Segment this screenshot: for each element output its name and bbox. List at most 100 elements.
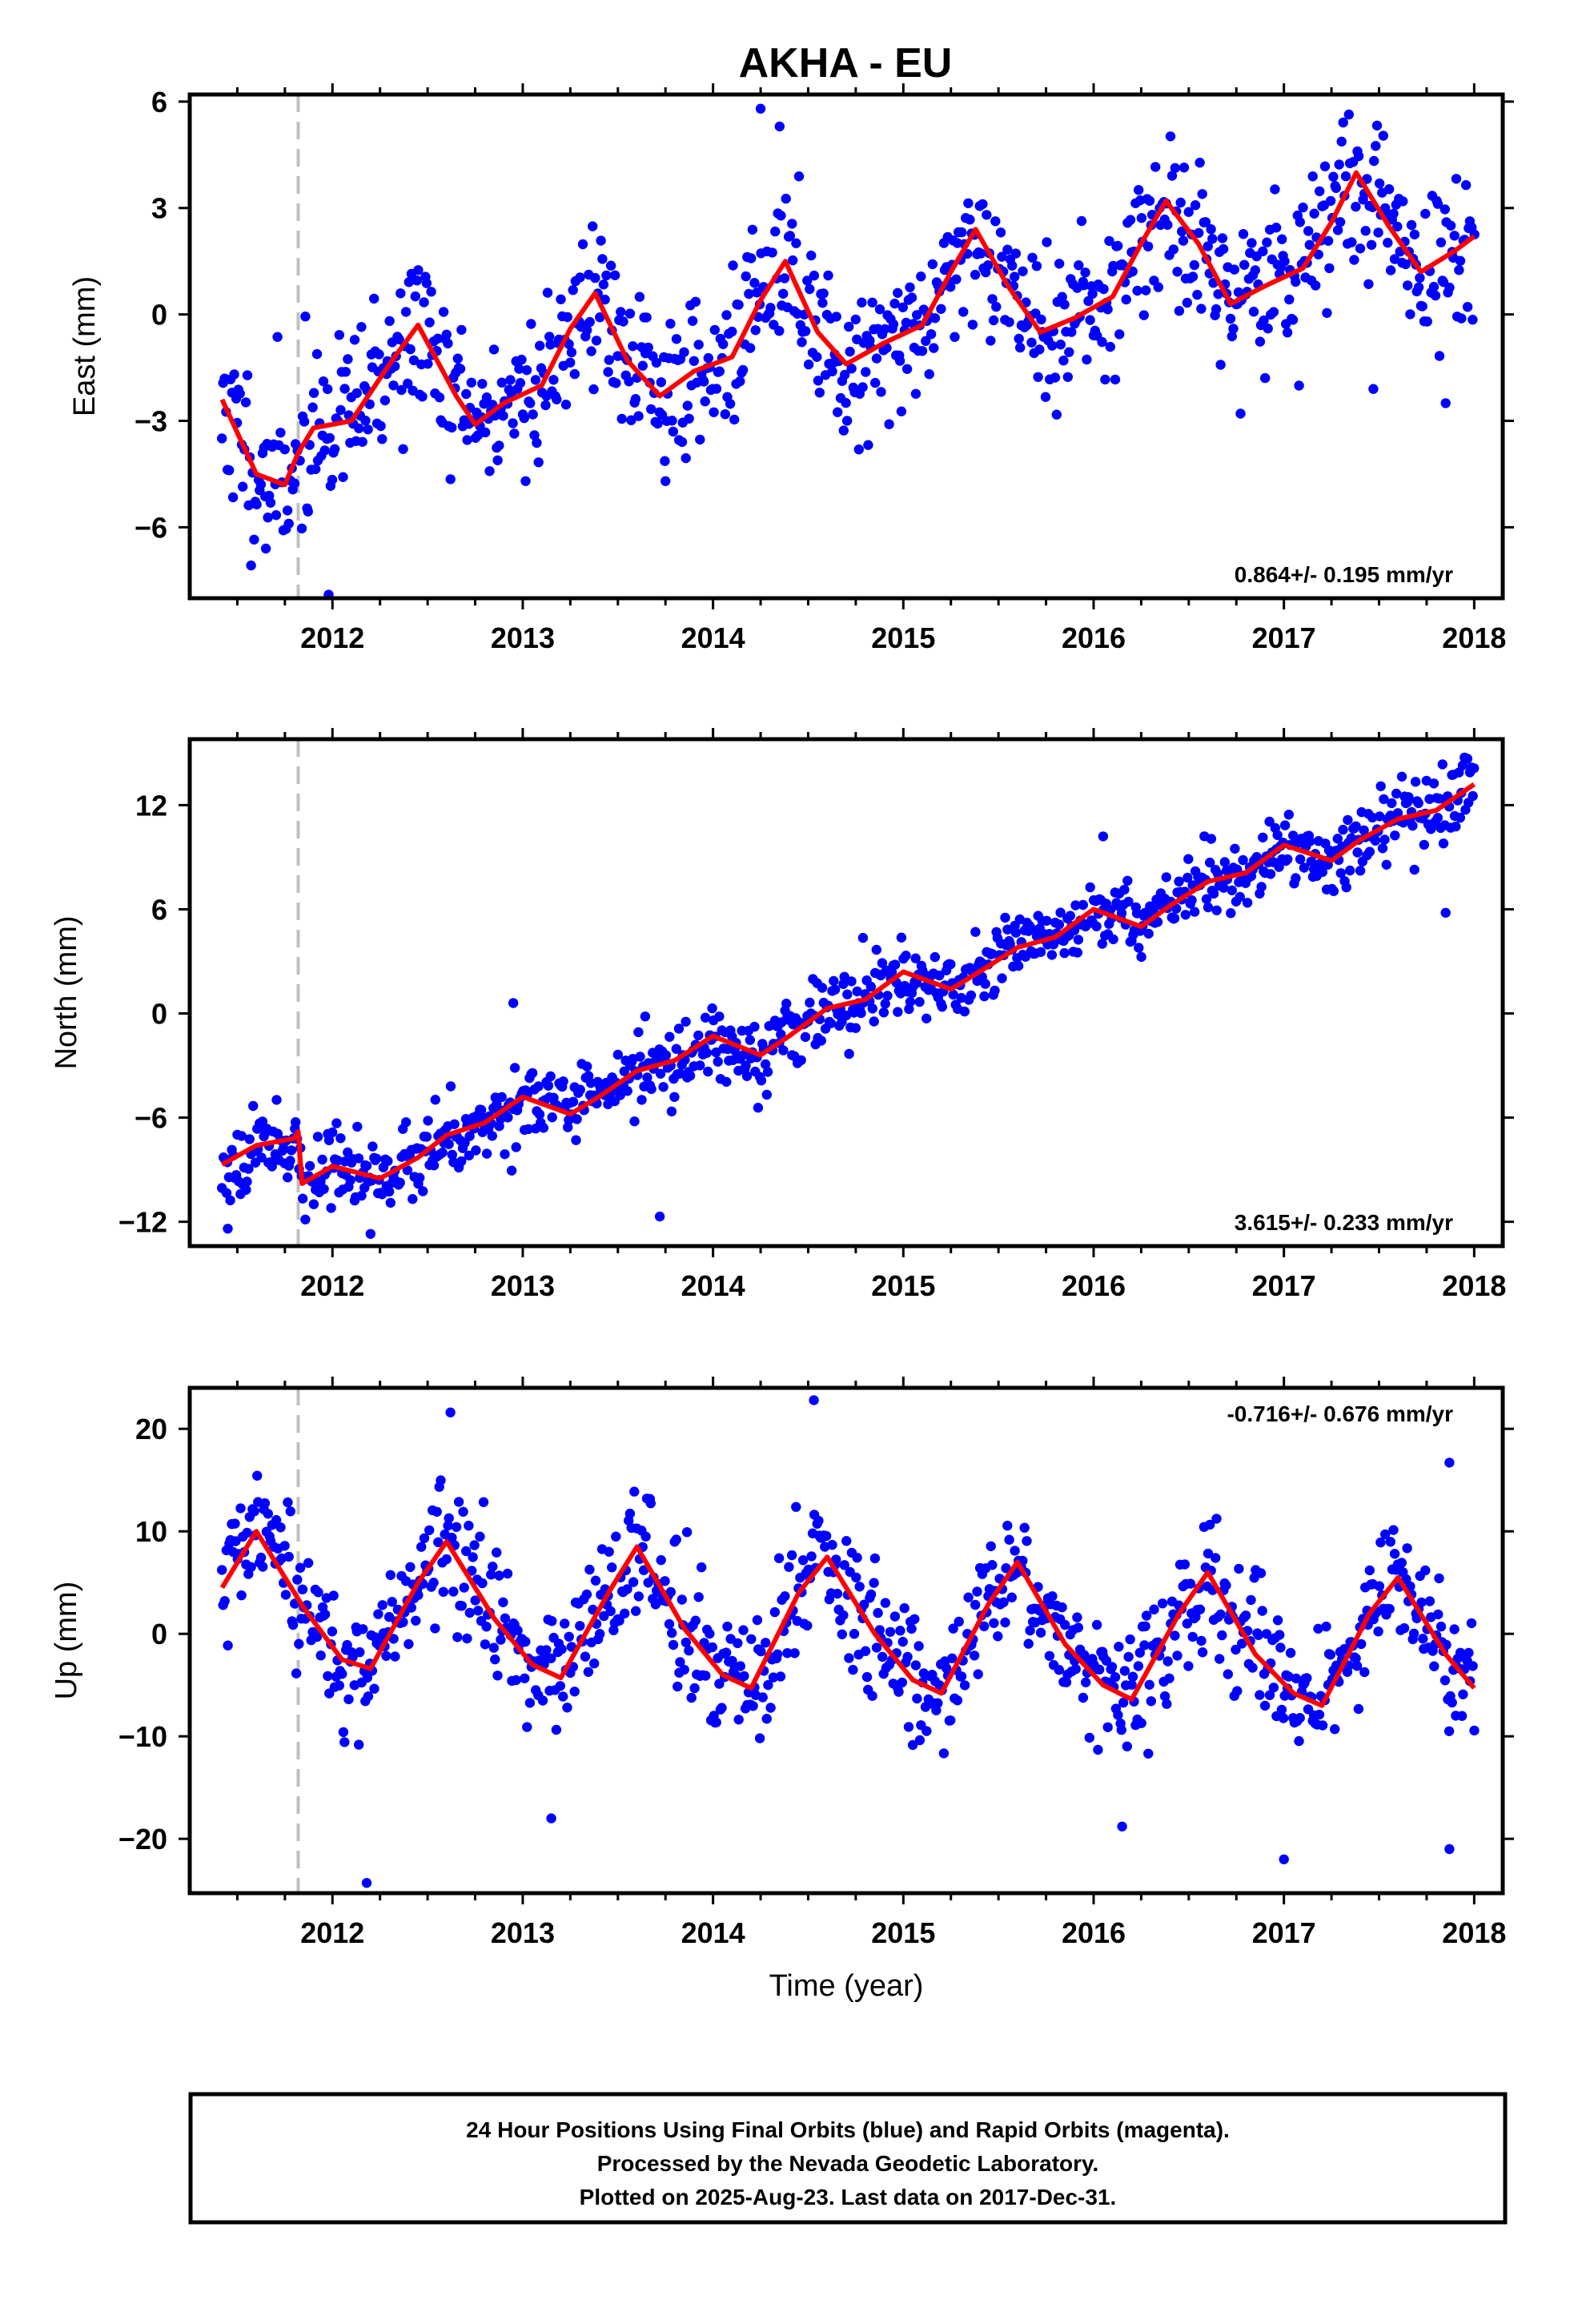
- up-point: [283, 1551, 294, 1562]
- east-point: [279, 444, 290, 455]
- north-point: [640, 1011, 651, 1022]
- up-point: [1261, 1629, 1272, 1639]
- up-point: [733, 1715, 744, 1725]
- east-point: [542, 287, 553, 298]
- east-point: [1363, 279, 1374, 289]
- north-point: [869, 1016, 879, 1027]
- north-point: [695, 1060, 705, 1071]
- north-point: [1299, 862, 1310, 873]
- up-point: [660, 1576, 670, 1586]
- east-point: [445, 474, 456, 485]
- east-point: [844, 321, 854, 332]
- up-point: [667, 1627, 677, 1638]
- north-point: [1205, 857, 1215, 868]
- up-point: [1025, 1625, 1035, 1636]
- up-point: [1081, 1677, 1091, 1687]
- up-point: [481, 1622, 492, 1632]
- east-point: [1331, 183, 1342, 193]
- north-point: [476, 1104, 487, 1116]
- east-point: [598, 279, 609, 290]
- north-point: [356, 1190, 367, 1201]
- north-point: [1375, 781, 1386, 791]
- east-point: [711, 384, 722, 394]
- east-xtick-label: 2018: [1442, 621, 1506, 654]
- up-xtick-label: 2016: [1062, 1916, 1126, 1949]
- north-point: [1283, 810, 1295, 820]
- north-point: [959, 1006, 970, 1017]
- up-point: [445, 1407, 456, 1417]
- north-point: [946, 959, 956, 970]
- east-point: [374, 349, 384, 360]
- up-point: [342, 1639, 352, 1651]
- up-point: [231, 1536, 241, 1546]
- up-ylabel: Up (mm): [50, 1582, 83, 1700]
- up-point: [452, 1632, 463, 1642]
- north-point: [385, 1197, 396, 1208]
- up-point: [802, 1620, 813, 1631]
- up-point: [381, 1651, 391, 1661]
- east-point: [755, 103, 766, 114]
- east-point: [661, 476, 671, 486]
- east-point: [930, 313, 941, 324]
- east-point: [1440, 398, 1451, 408]
- up-point: [448, 1586, 459, 1597]
- up-point: [873, 1607, 883, 1618]
- north-point: [1410, 777, 1421, 787]
- north-point: [1085, 882, 1095, 893]
- north-point: [308, 1199, 319, 1209]
- up-point: [1247, 1663, 1258, 1673]
- up-point: [1157, 1598, 1168, 1609]
- east-point: [461, 388, 472, 400]
- up-point: [589, 1659, 600, 1669]
- up-point: [1359, 1667, 1370, 1678]
- east-point: [1098, 283, 1109, 295]
- north-point: [291, 1117, 301, 1128]
- up-point: [462, 1633, 472, 1644]
- up-point: [693, 1592, 704, 1602]
- east-point: [417, 392, 428, 402]
- north-point: [761, 1089, 772, 1100]
- east-point: [967, 320, 978, 330]
- up-point: [280, 1590, 291, 1600]
- up-point: [903, 1722, 914, 1732]
- east-ytick-label: 0: [151, 299, 167, 332]
- north-point: [1010, 927, 1022, 938]
- east-point: [1325, 195, 1336, 207]
- up-point: [252, 1470, 263, 1481]
- east-point: [618, 316, 628, 327]
- east-point: [957, 227, 967, 238]
- east-point: [845, 346, 855, 357]
- east-point: [1206, 224, 1216, 235]
- east-point: [1080, 267, 1090, 278]
- north-point: [1462, 754, 1473, 764]
- east-point: [452, 353, 463, 364]
- up-point: [223, 1640, 233, 1651]
- up-point: [595, 1629, 605, 1639]
- east-point: [227, 492, 239, 503]
- north-point: [1180, 910, 1191, 920]
- north-ytick-label: −6: [135, 1102, 167, 1135]
- east-point: [299, 416, 310, 427]
- up-point: [620, 1608, 630, 1619]
- east-point: [850, 314, 861, 325]
- north-point: [1419, 839, 1430, 850]
- east-point: [1451, 174, 1462, 184]
- east-point: [590, 272, 600, 283]
- east-point: [1388, 208, 1399, 219]
- east-point: [515, 378, 526, 388]
- east-point: [1366, 239, 1377, 250]
- north-point: [317, 1154, 327, 1165]
- east-point: [840, 369, 850, 380]
- up-point: [398, 1617, 408, 1627]
- east-point: [1323, 235, 1334, 246]
- north-point: [1013, 960, 1024, 971]
- east-point: [462, 435, 472, 445]
- east-point: [566, 347, 577, 358]
- east-point: [1338, 117, 1348, 128]
- north-point: [243, 1164, 254, 1174]
- north-point: [223, 1224, 233, 1234]
- up-point: [633, 1591, 644, 1602]
- east-point: [633, 411, 644, 421]
- up-point: [622, 1584, 632, 1594]
- east-point: [624, 376, 634, 387]
